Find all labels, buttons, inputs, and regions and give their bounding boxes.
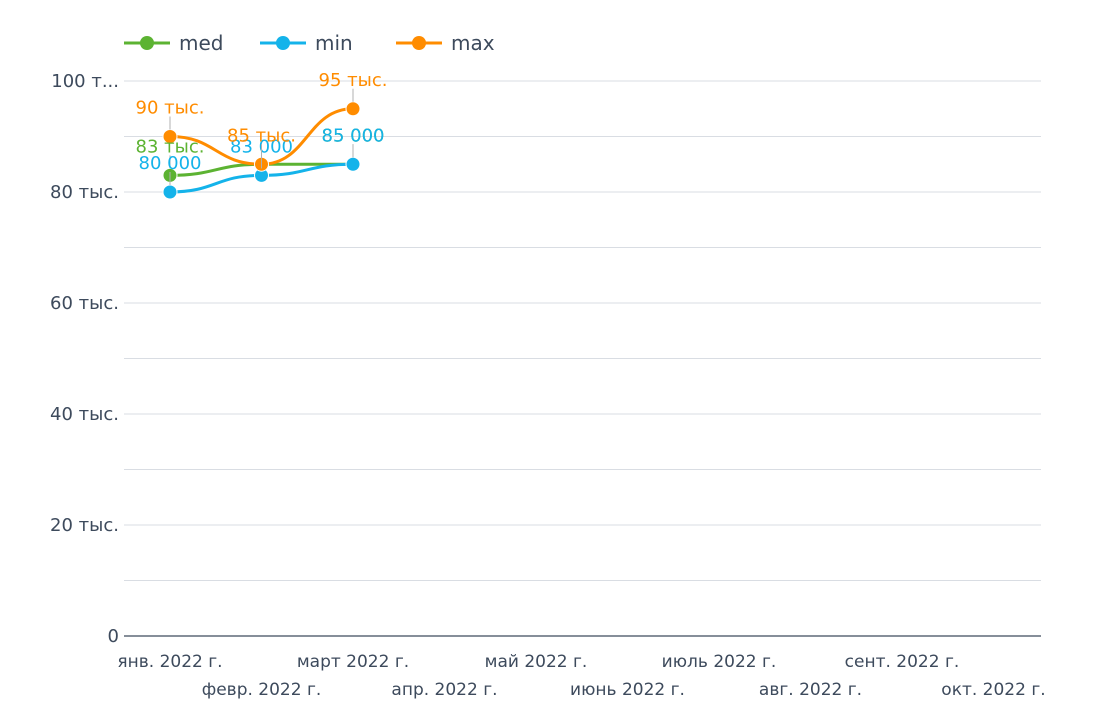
x-tick-label: февр. 2022 г. xyxy=(202,680,322,700)
x-tick-label: апр. 2022 г. xyxy=(391,680,497,700)
data-point-max[interactable] xyxy=(346,102,360,116)
x-tick-label: авг. 2022 г. xyxy=(759,680,862,700)
x-tick-label: июль 2022 г. xyxy=(662,652,777,672)
data-label-max: 95 тыс. xyxy=(319,70,388,91)
y-tick-label: 60 тыс. xyxy=(50,293,119,314)
data-label-min: 85 000 xyxy=(322,125,385,146)
legend-swatch-marker xyxy=(140,36,154,50)
y-tick-label: 40 тыс. xyxy=(50,404,119,425)
data-label-min: 80 000 xyxy=(139,153,202,174)
y-tick-label: 20 тыс. xyxy=(50,515,119,536)
data-point-min[interactable] xyxy=(163,185,177,199)
y-tick-label: 80 тыс. xyxy=(50,182,119,203)
x-tick-label: сент. 2022 г. xyxy=(845,652,960,672)
y-tick-label: 0 xyxy=(108,626,119,647)
legend[interactable]: med min max xyxy=(124,31,495,55)
x-tick-label: май 2022 г. xyxy=(485,652,588,672)
legend-label: max xyxy=(451,31,495,55)
x-tick-label: июнь 2022 г. xyxy=(570,680,685,700)
x-tick-label: окт. 2022 г. xyxy=(941,680,1045,700)
x-tick-label: янв. 2022 г. xyxy=(117,652,222,672)
data-label-max: 90 тыс. xyxy=(136,98,205,119)
legend-item-min[interactable]: min xyxy=(260,31,353,55)
legend-item-max[interactable]: max xyxy=(396,31,495,55)
data-point-min[interactable] xyxy=(346,157,360,171)
y-tick-label: 100 т... xyxy=(51,71,119,92)
data-label-max: 85 тыс. xyxy=(227,125,296,146)
legend-item-med[interactable]: med xyxy=(124,31,223,55)
legend-label: min xyxy=(315,31,353,55)
x-tick-label: март 2022 г. xyxy=(297,652,409,672)
legend-label: med xyxy=(179,31,223,55)
legend-swatch-marker xyxy=(412,36,426,50)
legend-swatch-marker xyxy=(276,36,290,50)
